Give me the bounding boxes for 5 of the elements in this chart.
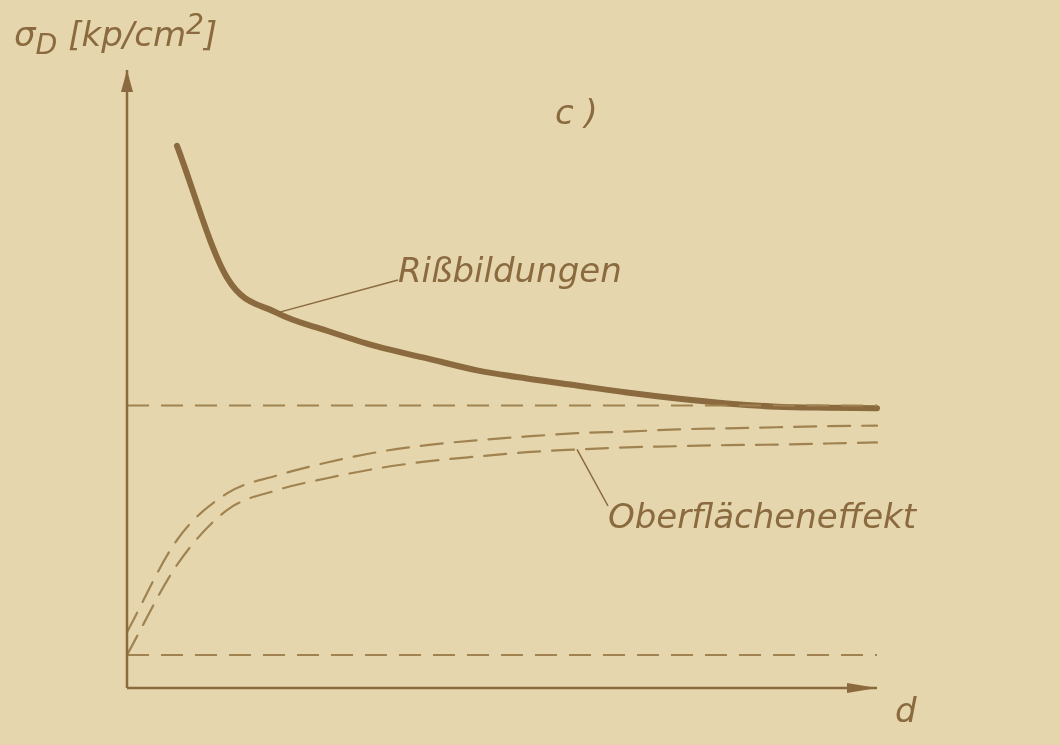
x-axis-title: d: [895, 690, 917, 730]
y-axis-title: σ$_{D}$ [kp/cm$^{2}$]: [14, 8, 218, 62]
annotation: Oberflächeneffekt: [608, 496, 917, 536]
chart-title: c ): [555, 92, 598, 132]
annotation: Rißbildungen: [398, 250, 622, 290]
